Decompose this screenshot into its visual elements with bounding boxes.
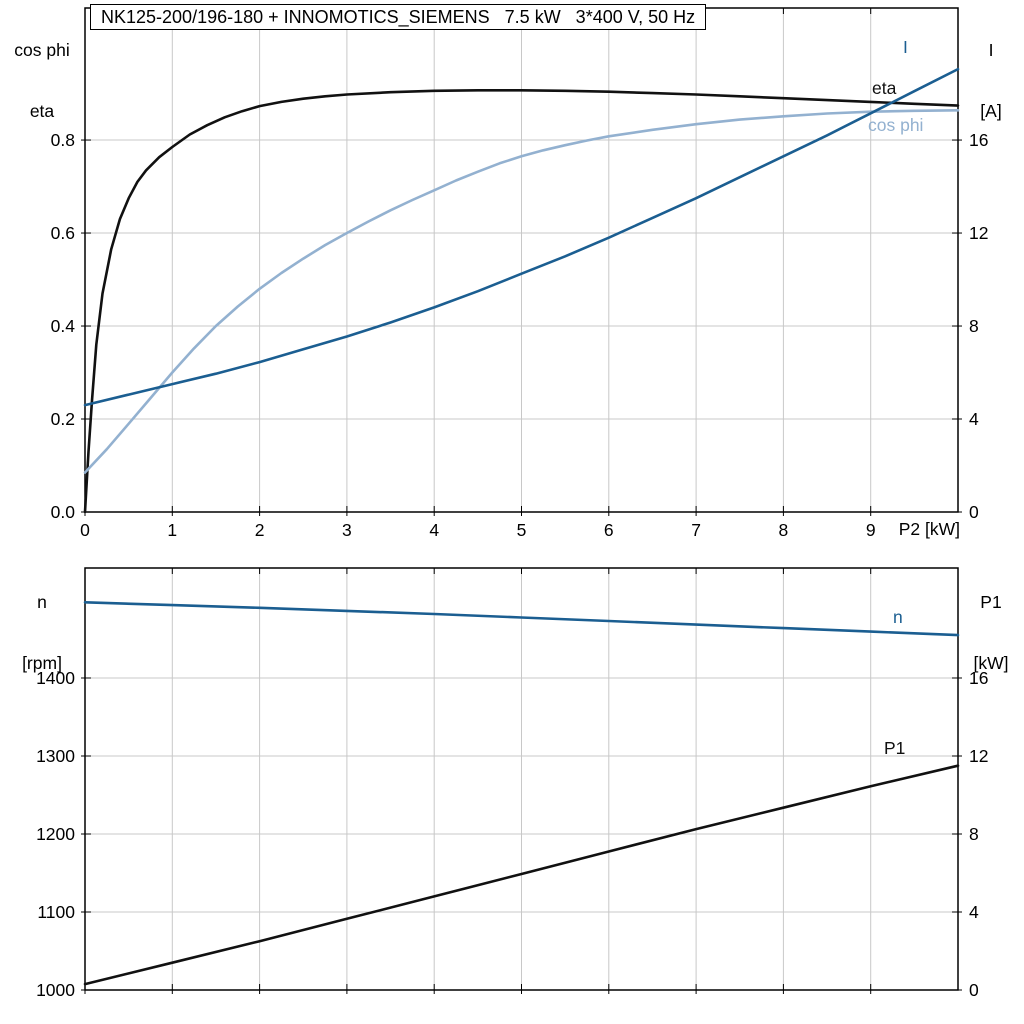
y-right-tick-label: 8: [969, 316, 979, 336]
y-right-tick-label: 8: [969, 824, 979, 844]
curve-eta: [83, 89, 960, 514]
curve-label-cos-phi: cos phi: [868, 115, 924, 135]
curve-cos-phi: [83, 109, 960, 474]
y-axis-title-right-bottom: P1 [kW]: [962, 554, 1020, 712]
y-axis-title-left-bottom: n [rpm]: [4, 554, 80, 712]
x-tick-label: 4: [429, 520, 439, 540]
y-right-tick-label: 4: [969, 409, 979, 429]
y-axis-title-current: I: [988, 40, 994, 60]
y-axis-title-speed: n: [37, 592, 47, 612]
chart-title: NK125-200/196-180 + INNOMOTICS_SIEMENS 7…: [90, 4, 707, 30]
y-right-tick-label: 16: [969, 130, 988, 150]
y-axis-title-ampere-unit: [A]: [980, 101, 1002, 121]
x-tick-label: 5: [517, 520, 527, 540]
y-axis-title-kw-unit: [kW]: [973, 653, 1009, 673]
y-left-tick-label: 0.4: [51, 316, 76, 336]
y-left-tick-label: 0.2: [51, 409, 75, 429]
y-right-tick-label: 0: [969, 980, 979, 1000]
y-axis-title-right-top: I [A]: [966, 2, 1016, 160]
x-tick-label: 6: [604, 520, 614, 540]
y-left-tick-label: 0.6: [51, 223, 75, 243]
y-right-tick-label: 12: [969, 223, 988, 243]
curve-P1: [83, 764, 960, 986]
x-tick-label: 3: [342, 520, 352, 540]
y-left-tick-label: 1000: [36, 980, 75, 1000]
y-right-tick-label: 0: [969, 502, 979, 522]
curve-label-p1: P1: [884, 738, 906, 758]
x-tick-label: 1: [167, 520, 177, 540]
speed-power-chart: 1000 1100 1200 1300 1400 0 4 8 12 16: [36, 567, 988, 1000]
curve-label-current: I: [903, 37, 908, 57]
curve-label-n: n: [893, 607, 903, 627]
y-left-tick-label: 1100: [37, 902, 75, 922]
curve-I: [83, 67, 960, 407]
x-tick-label: 9: [866, 520, 876, 540]
y-right-tick-label: 12: [969, 746, 988, 766]
y-left-tick-label: 1200: [36, 824, 75, 844]
y-left-tick-label: 0.8: [51, 130, 75, 150]
x-tick-label: 7: [691, 520, 701, 540]
y-axis-title-left-top: cos phi eta: [4, 2, 80, 160]
x-tick-label: 2: [255, 520, 265, 540]
curve-n: [83, 600, 960, 637]
y-axis-title-p1: P1: [980, 592, 1002, 612]
y-axis-title-cos-phi: cos phi: [14, 40, 70, 60]
x-axis-label: P2 [kW]: [898, 519, 960, 539]
y-axis-title-rpm-unit: [rpm]: [22, 653, 62, 673]
x-tick-label: 8: [779, 520, 789, 540]
y-right-tick-label: 4: [969, 902, 979, 922]
axis-frame: [84, 567, 959, 991]
y-right-tick-label: 16: [969, 668, 988, 688]
y-axis-title-eta: eta: [29, 101, 55, 121]
y-left-tick-label: 0.0: [51, 502, 76, 522]
y-left-tick-label: 1300: [36, 746, 75, 766]
y-left-tick-label: 1400: [36, 668, 75, 688]
x-tick-label: 0: [80, 520, 90, 540]
curve-label-eta: eta: [872, 78, 897, 98]
